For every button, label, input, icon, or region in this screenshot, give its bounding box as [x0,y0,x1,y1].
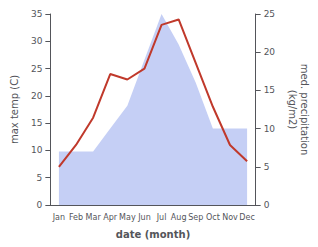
svg-text:Jul: Jul [156,213,167,222]
svg-text:Dec: Dec [239,213,254,222]
svg-text:25: 25 [264,9,275,19]
svg-text:15: 15 [31,118,42,128]
svg-text:30: 30 [31,36,43,46]
svg-text:0: 0 [37,200,43,210]
svg-text:10: 10 [31,145,43,155]
svg-text:Aug: Aug [171,213,187,222]
svg-text:Nov: Nov [222,213,238,222]
svg-text:0: 0 [264,200,270,210]
svg-text:date (month): date (month) [116,229,190,240]
svg-text:max temp (C): max temp (C) [9,75,20,144]
svg-text:Jun: Jun [137,213,151,222]
svg-text:(kg/m2): (kg/m2) [287,90,298,130]
svg-text:20: 20 [31,91,43,101]
svg-text:Oct: Oct [206,213,220,222]
svg-text:5: 5 [264,162,270,172]
svg-text:Feb: Feb [69,213,83,222]
svg-text:10: 10 [264,124,276,134]
svg-text:35: 35 [31,9,42,19]
svg-text:Jan: Jan [52,213,65,222]
svg-text:med. precipitation: med. precipitation [299,64,310,156]
svg-text:25: 25 [31,64,42,74]
svg-text:May: May [119,213,136,222]
svg-text:20: 20 [264,47,276,57]
svg-text:15: 15 [264,85,275,95]
svg-text:Apr: Apr [103,213,118,222]
svg-text:Sep: Sep [188,213,203,222]
svg-text:Mar: Mar [86,213,102,222]
svg-text:5: 5 [37,173,43,183]
